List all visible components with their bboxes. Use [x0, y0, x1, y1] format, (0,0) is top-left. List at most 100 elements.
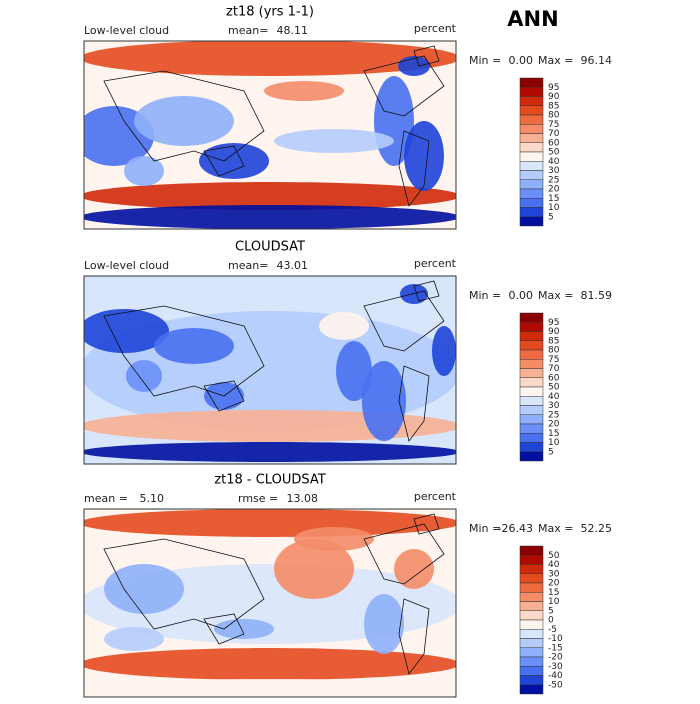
panel-title: zt18 - CLOUDSAT [214, 473, 325, 488]
coastline [103, 70, 265, 162]
colorbar-label: 25 [548, 410, 559, 420]
field-blob [362, 361, 406, 441]
units-label: percent [414, 257, 457, 270]
colorbar-box [519, 442, 544, 452]
max-label: Max = [538, 289, 573, 302]
min-value: -26.43 [498, 522, 533, 535]
field-blob [214, 619, 274, 639]
map-frame [83, 508, 457, 698]
colorbar-box [519, 656, 544, 667]
units-label: percent [414, 490, 457, 503]
colorbar-label: 90 [548, 92, 560, 102]
colorbar-label: 30 [548, 569, 560, 579]
colorbar-box [519, 161, 544, 171]
coastline [103, 538, 265, 630]
colorbar-box [519, 647, 544, 658]
colorbar-label: 50 [548, 383, 560, 393]
colorbar-box [519, 340, 544, 351]
field-blob [84, 648, 456, 680]
panel-title: CLOUDSAT [235, 240, 305, 255]
colorbar-label: 10 [548, 203, 560, 213]
colorbar-box [519, 105, 544, 116]
colorbar-label: 15 [548, 194, 559, 204]
stat-value: 43.01 [277, 259, 309, 272]
field-blob [400, 284, 428, 304]
map-field [84, 41, 456, 229]
colorbar-box [519, 666, 544, 676]
stat-label: mean = [84, 492, 128, 505]
stat-label: rmse = [238, 492, 278, 505]
coastline [203, 145, 245, 177]
colorbar-box [519, 151, 544, 162]
colorbar-box [519, 638, 544, 648]
colorbar-box [519, 386, 544, 397]
map-field [84, 276, 456, 464]
colorbar-box [519, 396, 544, 406]
colorbar-label: 20 [548, 579, 560, 589]
colorbar-label: 5 [548, 606, 554, 616]
colorbar-box [519, 77, 544, 88]
coastline [103, 305, 265, 397]
colorbar-label: 95 [548, 318, 559, 328]
field-blob [84, 679, 456, 695]
field-blob [432, 326, 456, 376]
colorbar-label: 10 [548, 597, 560, 607]
colorbar-box [519, 312, 544, 323]
min-label: Min = [469, 54, 501, 67]
colorbar-label: 5 [548, 447, 554, 457]
colorbar-box [519, 675, 544, 685]
field-blob [264, 81, 344, 101]
colorbar-box [519, 368, 544, 378]
colorbar-label: 20 [548, 185, 560, 195]
colorbar-box [519, 545, 544, 556]
colorbar-box [519, 451, 544, 462]
colorbar-box [519, 216, 544, 227]
field-blob [319, 312, 369, 340]
colorbar-box [519, 423, 544, 434]
max-label: Max = [538, 54, 573, 67]
colorbar-label: -50 [548, 680, 563, 690]
field-blob [199, 143, 269, 179]
field-blob [404, 121, 444, 191]
colorbar-label: -30 [548, 662, 563, 672]
map-frame [83, 275, 457, 465]
map-frame [83, 40, 457, 230]
coastline [203, 380, 245, 412]
colorbar-box [519, 349, 544, 360]
coastline [363, 523, 445, 675]
coastline [363, 55, 445, 207]
colorbar-label: 75 [548, 355, 559, 365]
colorbar-box [519, 573, 544, 584]
colorbar-box [519, 601, 544, 611]
field-blob [84, 442, 456, 462]
colorbar-label: 15 [548, 588, 559, 598]
colorbar-label: 40 [548, 560, 560, 570]
stat-value: 48.11 [277, 24, 309, 37]
field-blob [274, 129, 394, 153]
units-label: percent [414, 22, 457, 35]
colorbar-label: 10 [548, 438, 560, 448]
field-blob [84, 410, 456, 442]
colorbar-box [519, 592, 544, 602]
field-blob [84, 205, 456, 229]
field-blob [134, 96, 234, 146]
colorbar-label: 40 [548, 157, 560, 167]
colorbar-box [519, 170, 544, 180]
field-blob [104, 564, 184, 614]
colorbar-box [519, 322, 544, 332]
colorbar-box [519, 564, 544, 574]
field-blob [84, 41, 456, 76]
colorbar-label: 30 [548, 166, 560, 176]
colorbar-label: 85 [548, 101, 559, 111]
colorbar-box [519, 359, 544, 369]
max-value: 96.14 [581, 54, 613, 67]
colorbar-box [519, 207, 544, 217]
colorbar-label: 5 [548, 212, 554, 222]
colorbar-label: 40 [548, 392, 560, 402]
min-label: Min = [469, 522, 501, 535]
colorbar-box [519, 331, 544, 341]
colorbar-box [519, 188, 544, 199]
colorbar-label: 60 [548, 373, 560, 383]
field-blob [84, 309, 169, 353]
coastline [413, 513, 440, 535]
